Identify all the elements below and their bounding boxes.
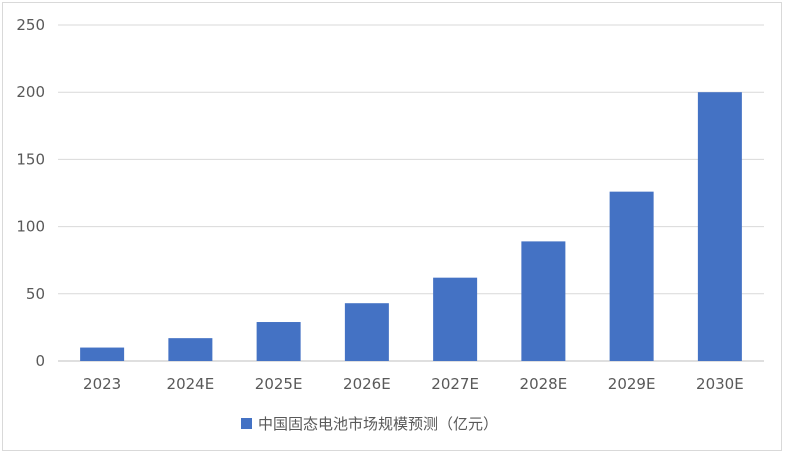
legend-swatch: [241, 418, 252, 429]
bars: [80, 92, 742, 361]
x-tick-label: 2024E: [167, 375, 215, 393]
bar: [433, 277, 478, 361]
x-axis-ticks: 2023 2024E 2025E 2026E 2027E 2028E 2029E 2030E: [83, 375, 744, 393]
x-tick-label: 2029E: [608, 375, 656, 393]
x-tick-label: 2028E: [520, 375, 568, 393]
y-tick-label: 150: [16, 150, 45, 168]
bar: [256, 322, 301, 361]
gridlines: [58, 24, 764, 362]
x-tick-label: 2026E: [343, 375, 391, 393]
y-tick-label: 100: [16, 218, 45, 236]
bar: [168, 338, 213, 361]
y-tick-label: 200: [16, 83, 45, 101]
legend: 中国固态电池市场规模预测（亿元）: [241, 415, 498, 433]
y-tick-label: 0: [35, 352, 45, 370]
y-axis-ticks: 0 50 100 150 200 250: [16, 16, 45, 370]
y-tick-label: 50: [26, 285, 45, 303]
bar: [521, 241, 566, 361]
x-tick-label: 2023: [83, 375, 121, 393]
legend-label: 中国固态电池市场规模预测（亿元）: [258, 415, 498, 433]
bar: [80, 347, 125, 361]
bar: [697, 92, 742, 361]
y-tick-label: 250: [16, 16, 45, 34]
x-tick-label: 2025E: [255, 375, 303, 393]
bar: [609, 191, 654, 361]
x-tick-label: 2027E: [431, 375, 479, 393]
x-tick-label: 2030E: [696, 375, 744, 393]
bar: [344, 303, 389, 361]
